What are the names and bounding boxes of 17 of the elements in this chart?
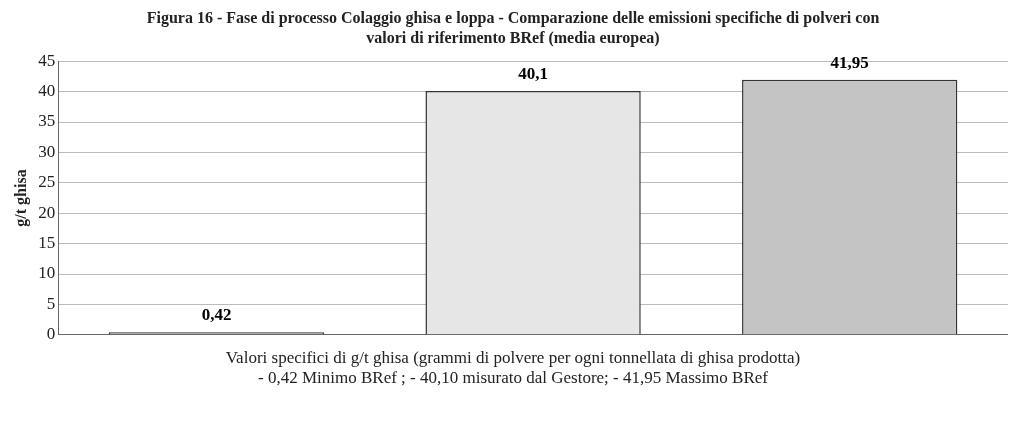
data-label: 0,42 [201,305,232,325]
y-tick-label: 15 [38,233,56,253]
y-tick-label: 30 [38,141,56,161]
data-label: 40,1 [518,63,548,83]
text: - 0,42 Minimo BRef ; - 40,10 misurato dal Gestore; - 41,95 Massimo BRef [257,368,769,388]
y-axis-title: g/t ghisa [11,169,30,227]
chart-title: Figura 16 - Fase di processo Colaggio ghisa e loppa - Comparazione delle emissioni specifiche di polveri con valori di riferimento BRef (media europea) [145,8,881,48]
y-tick-label: 45 [38,50,56,70]
y-tick-label: 5 [46,293,56,313]
y-tick-label: 10 [38,263,56,283]
y-tick-label: 0 [46,324,56,344]
y-tick-label: 25 [38,172,56,192]
x-axis-title: Valori specifici di g/t ghisa (grammi di polvere per ogni tonnellata di ghisa prodotta) [224,348,802,368]
y-tick-label: 20 [38,202,56,222]
data-label: 41,95 [830,52,869,72]
y-tick-label: 40 [38,81,56,101]
y-tick-label: 35 [38,111,56,131]
